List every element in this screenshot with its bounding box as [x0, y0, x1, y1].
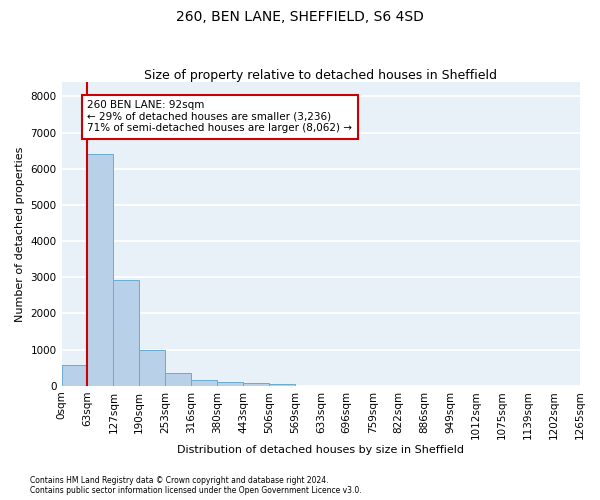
- Bar: [88, 154, 113, 386]
- Text: 260 BEN LANE: 92sqm
← 29% of detached houses are smaller (3,236)
71% of semi-det: 260 BEN LANE: 92sqm ← 29% of detached ho…: [88, 100, 352, 134]
- Y-axis label: Number of detached properties: Number of detached properties: [15, 146, 25, 322]
- Bar: [269, 384, 295, 386]
- Bar: [165, 373, 191, 386]
- Title: Size of property relative to detached houses in Sheffield: Size of property relative to detached ho…: [144, 69, 497, 82]
- Bar: [191, 380, 217, 386]
- X-axis label: Distribution of detached houses by size in Sheffield: Distribution of detached houses by size …: [177, 445, 464, 455]
- Text: Contains HM Land Registry data © Crown copyright and database right 2024.
Contai: Contains HM Land Registry data © Crown c…: [30, 476, 362, 495]
- Bar: [217, 382, 243, 386]
- Bar: [139, 350, 165, 386]
- Text: 260, BEN LANE, SHEFFIELD, S6 4SD: 260, BEN LANE, SHEFFIELD, S6 4SD: [176, 10, 424, 24]
- Bar: [62, 365, 88, 386]
- Bar: [243, 384, 269, 386]
- Bar: [113, 280, 139, 386]
